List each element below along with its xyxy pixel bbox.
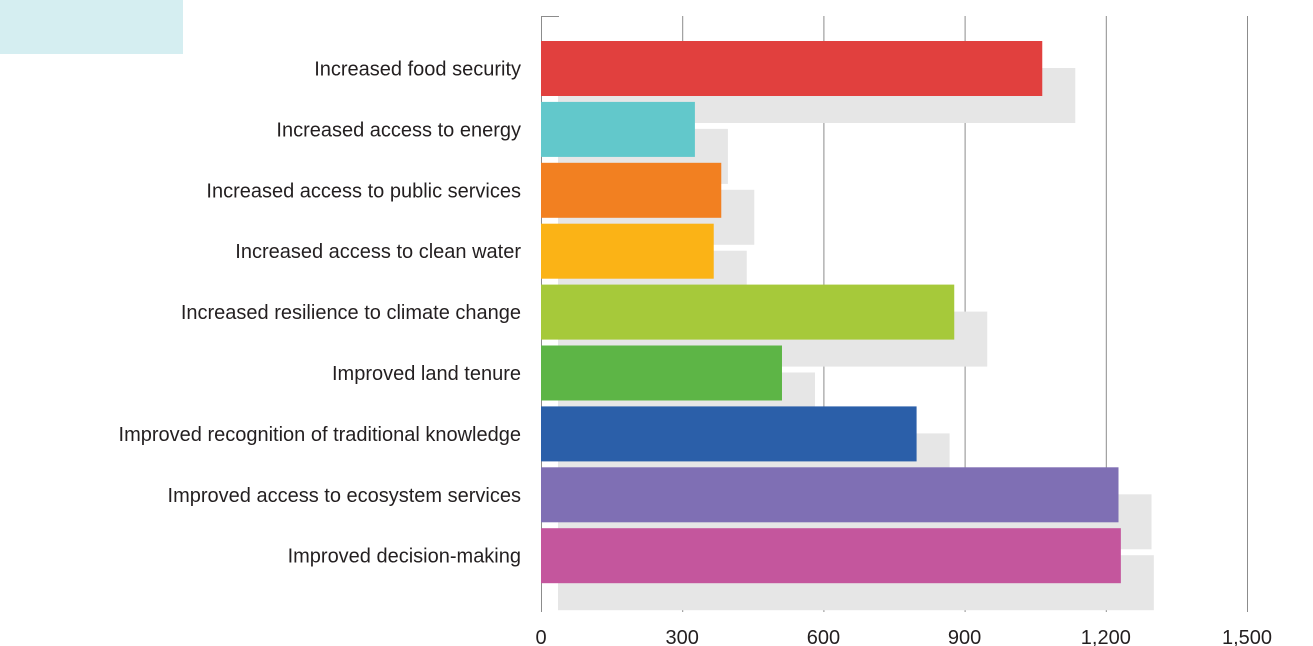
bar-6 [541,345,782,401]
bar-1 [541,41,1043,96]
bar-3 [541,162,722,218]
x-tick-label-0: 0 [535,627,546,646]
x-tick-label-1500: 1,500 [1222,627,1272,646]
decorative-corner-block [0,0,183,54]
x-tick-label-600: 600 [807,627,840,646]
bar-2 [541,101,695,157]
bar-8 [541,467,1119,523]
bar-7 [541,406,917,462]
category-label-6: Improved land tenure [332,363,521,385]
x-tick-label-300: 300 [666,627,699,646]
category-label-1: Increased food security [314,59,521,81]
x-tick-labels: 0 300 600 900 1,200 1,500 [535,627,1272,646]
category-label-8: Improved access to ecosystem services [168,485,521,507]
x-tick-label-900: 900 [948,627,981,646]
category-label-7: Improved recognition of traditional know… [119,424,521,446]
x-tick-label-1200: 1,200 [1081,627,1131,646]
bars [541,41,1121,584]
category-label-9: Improved decision-making [288,546,521,568]
category-label-4: Increased access to clean water [235,241,521,263]
category-labels: Increased food security Increased access … [119,59,522,568]
bar-9 [541,528,1121,584]
bar-5 [541,284,955,340]
bar-4 [541,223,714,279]
category-label-2: Increased access to energy [276,119,521,141]
category-label-5: Increased resilience to climate change [181,302,521,324]
category-label-3: Increased access to public services [206,180,521,202]
